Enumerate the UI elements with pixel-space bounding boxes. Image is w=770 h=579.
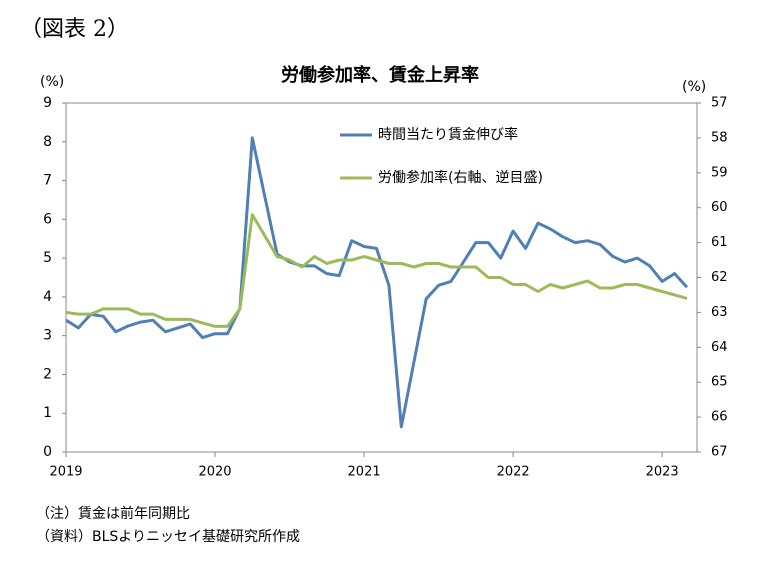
y2-tick-label: 63 <box>711 305 728 320</box>
y-tick-label: 1 <box>43 405 52 421</box>
source: （資料）BLSよりニッセイ基礎研究所作成 <box>36 528 300 545</box>
x-tick-label: 2021 <box>348 465 381 480</box>
y2-tick-label: 59 <box>711 165 728 180</box>
y2-tick-label: 60 <box>711 200 728 215</box>
y2-tick-label: 57 <box>711 96 728 111</box>
y-tick-label: 2 <box>43 366 52 382</box>
y-tick-label: 8 <box>43 134 52 150</box>
y2-tick-label: 66 <box>711 410 728 425</box>
y-tick-label: 5 <box>43 250 52 266</box>
plot-frame <box>65 102 698 453</box>
legend-label: 労働参加率(右軸、逆目盛) <box>378 169 543 186</box>
y2-tick-label: 58 <box>711 130 728 145</box>
header: （図表 2） <box>20 17 129 42</box>
y-tick-label: 6 <box>43 211 52 227</box>
series-line <box>65 136 689 429</box>
y-tick-label: 0 <box>43 444 52 460</box>
series-line <box>65 213 688 328</box>
x-tick-label: 2022 <box>497 465 530 480</box>
y-tick-label: 7 <box>43 173 52 189</box>
y2-tick-label: 64 <box>711 340 728 355</box>
chart-title: 労働参加率、賃金上昇率 <box>281 64 479 86</box>
y2-tick-label: 61 <box>711 235 728 250</box>
y-tick-label: 4 <box>43 289 52 305</box>
y-tick-label: 9 <box>43 95 52 111</box>
y2-tick-label: 62 <box>711 270 728 285</box>
legend-label: 時間当たり賃金伸び率 <box>378 126 518 143</box>
y-tick-label: 3 <box>43 328 52 344</box>
note: （注）賃金は前年同期比 <box>36 505 190 522</box>
x-tick-label: 2019 <box>49 465 82 480</box>
y-axis-label: (%) <box>40 74 64 90</box>
y2-axis-label: (%) <box>682 79 706 95</box>
y2-tick-label: 65 <box>711 375 728 390</box>
x-tick-label: 2020 <box>198 465 231 480</box>
y2-tick-label: 67 <box>711 445 728 460</box>
x-tick-label: 2023 <box>646 465 679 480</box>
